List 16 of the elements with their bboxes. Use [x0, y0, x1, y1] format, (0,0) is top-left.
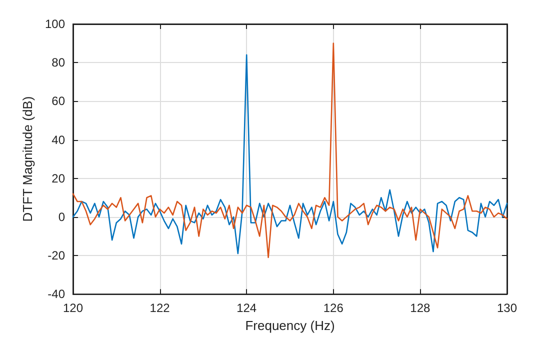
- y-tick-label: 40: [52, 132, 66, 147]
- y-tick-label: 100: [44, 17, 66, 31]
- x-tick-label: 120: [62, 301, 84, 316]
- x-tick-label: 130: [496, 301, 518, 316]
- y-tick-label: 20: [52, 171, 66, 186]
- y-tick-label: -40: [48, 287, 66, 302]
- y-tick-label: 80: [52, 56, 66, 70]
- x-tick-label: 124: [236, 301, 257, 316]
- y-tick-label: 0: [58, 210, 66, 224]
- x-tick-label: 126: [323, 301, 344, 316]
- x-tick-label: 128: [410, 301, 431, 316]
- y-axis-title: DTFT Magnitude (dB): [20, 96, 36, 222]
- y-tick-label: 60: [52, 94, 66, 108]
- x-tick-label: 122: [150, 301, 170, 316]
- x-axis-title: Frequency (Hz): [245, 318, 335, 333]
- y-tick-label: -20: [48, 248, 66, 263]
